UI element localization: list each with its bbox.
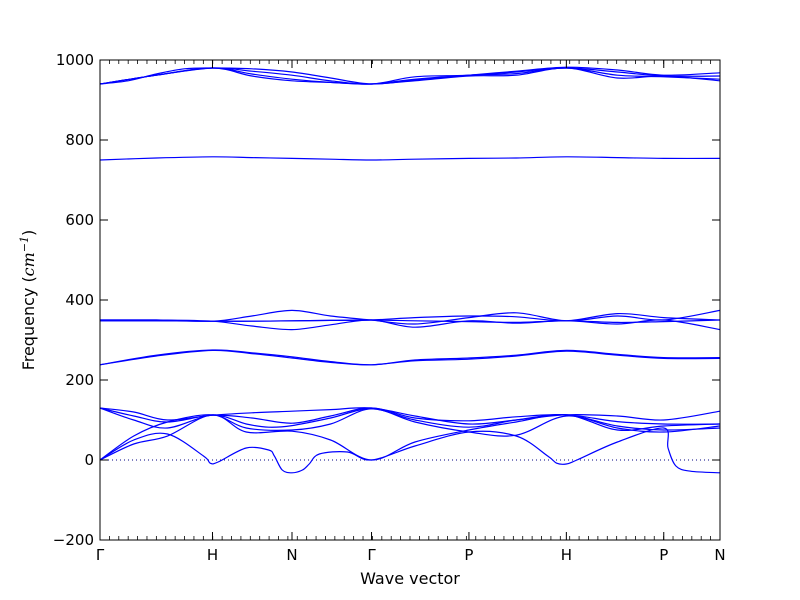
- y-tick-label: 400: [65, 291, 94, 309]
- x-tick-label: H: [207, 546, 218, 564]
- plot-frame: [99, 59, 721, 541]
- phonon-branch-1: [99, 66, 721, 85]
- y-tick-label: 800: [65, 131, 94, 149]
- x-tick-label: P: [464, 546, 473, 564]
- x-tick-label: H: [561, 546, 572, 564]
- x-tick-label: N: [286, 546, 297, 564]
- y-tick-label: 0: [84, 451, 94, 469]
- y-axis-label: Frequency (cm−1): [18, 230, 39, 371]
- phonon-branch-9: [99, 319, 721, 324]
- x-tick-label: N: [714, 546, 725, 564]
- phonon-branch-5: [99, 156, 721, 161]
- phonon-branch-17: [99, 427, 721, 474]
- x-tick-label: P: [659, 546, 668, 564]
- x-tick-label: Γ: [367, 546, 376, 564]
- y-tick-label: 1000: [56, 51, 94, 69]
- y-axis-label-exponent: −1: [18, 236, 31, 252]
- y-axis-label-suffix: ): [19, 230, 38, 236]
- y-tick-label: 200: [65, 371, 94, 389]
- y-tick-label: 600: [65, 211, 94, 229]
- ticks-layer: −200 0 200 400 600 800 1000 Γ H N Γ P H P N: [53, 51, 726, 564]
- phonon-branch-13: [99, 407, 721, 425]
- y-axis-label-prefix: Frequency (: [19, 276, 38, 370]
- phonon-branch-15: [99, 408, 721, 461]
- y-tick-label: −200: [53, 531, 94, 549]
- series-layer: [99, 66, 721, 474]
- phonon-branch-4: [99, 67, 721, 85]
- x-axis-label: Wave vector: [360, 569, 460, 588]
- phonon-branch-14: [99, 407, 721, 431]
- y-axis-label-unit: cm: [19, 252, 38, 276]
- phonon-branch-11: [99, 349, 721, 366]
- x-tick-label: Γ: [96, 546, 105, 564]
